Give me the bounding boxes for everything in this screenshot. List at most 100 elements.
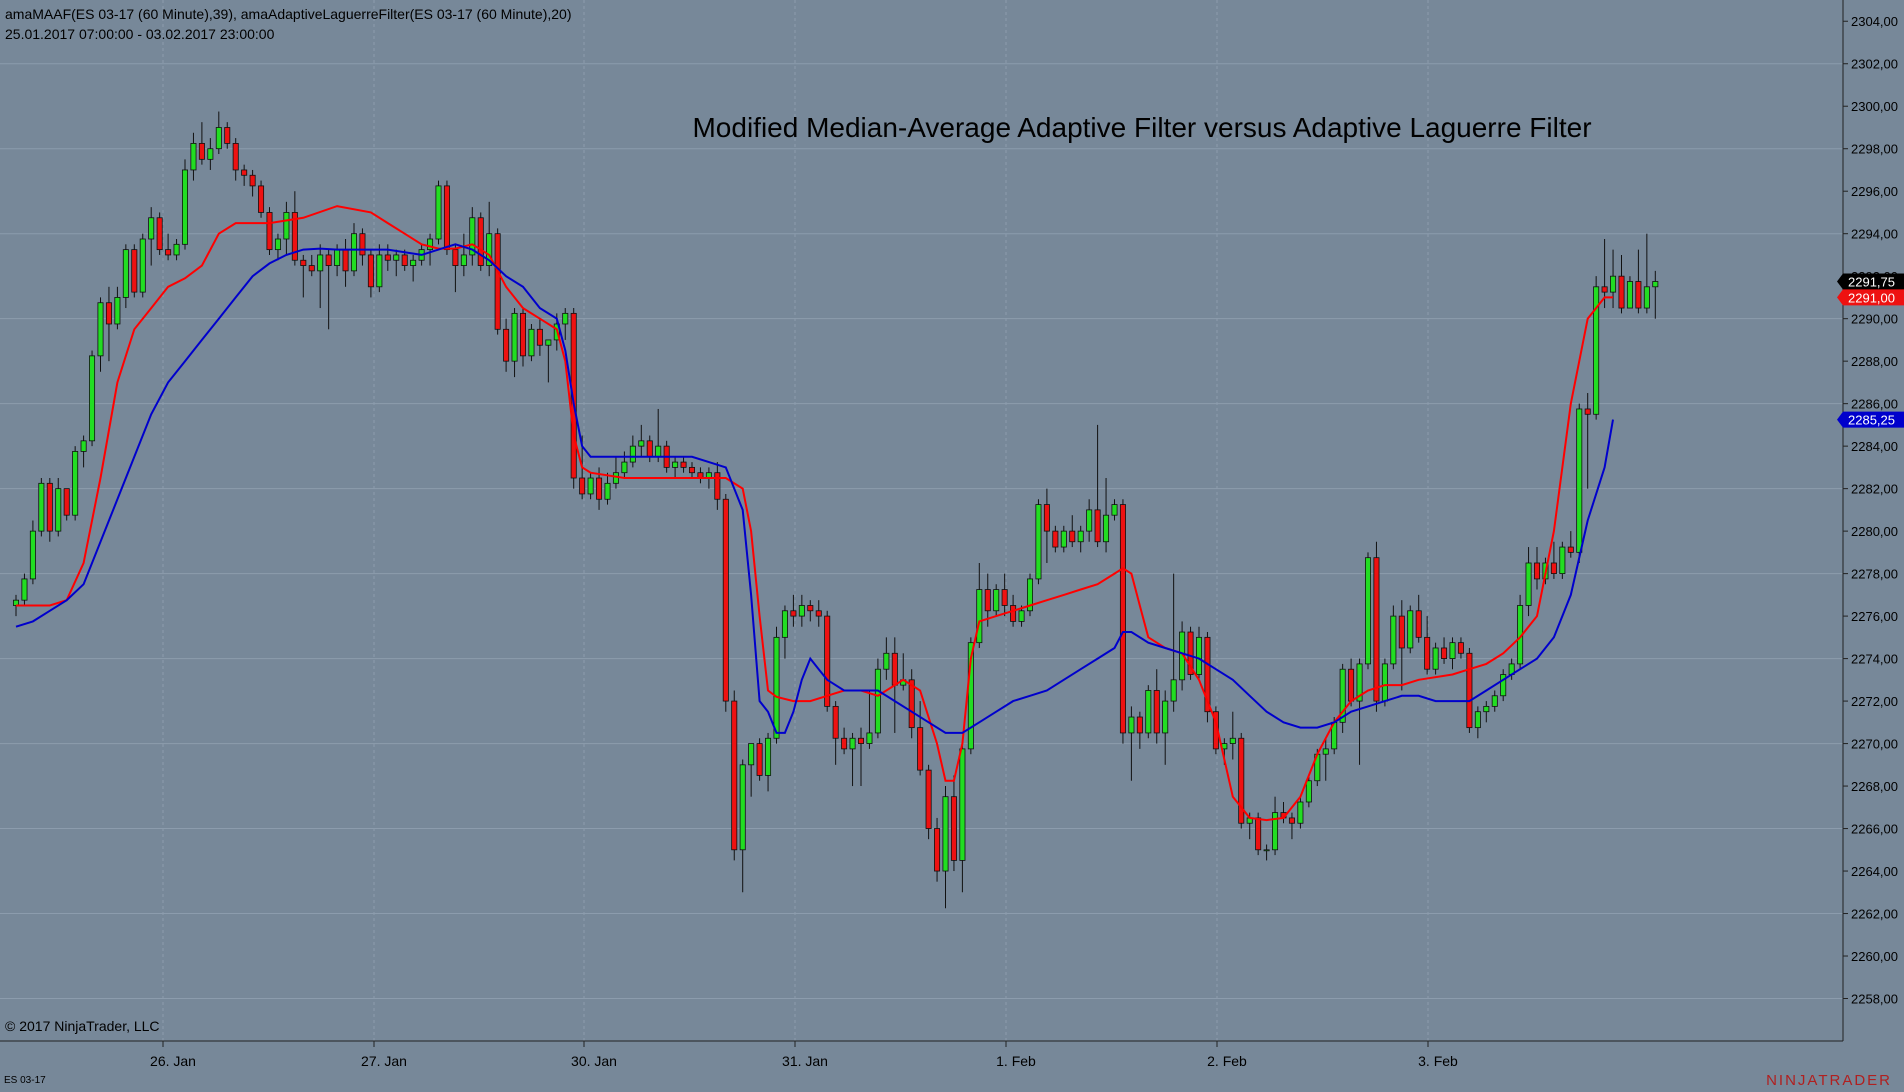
brand-text: NINJATRADER [1766,1072,1892,1089]
candle [748,743,755,797]
candle [122,244,129,309]
candle [689,462,696,479]
candle [1305,775,1312,808]
candle [883,637,890,680]
candle-body-down [156,217,163,251]
candle-body-up [866,732,873,744]
indicator-header: amaMAAF(ES 03-17 (60 Minute),39), amaAda… [5,6,572,22]
candle [756,738,763,781]
candle-body-down [1550,562,1557,575]
candle-body-up [1018,610,1025,622]
candle [165,233,172,261]
candle [1238,732,1245,829]
price-badge: 2285,25 [1837,411,1904,428]
y-tick-label: 2276,00 [1851,609,1898,624]
candle [697,467,704,484]
candle [1339,663,1346,733]
candle [1517,594,1524,670]
candle [384,244,391,271]
candle-body-up [655,445,662,458]
candle-body-up [1525,562,1532,606]
candle [38,478,45,537]
candle [934,817,941,882]
candle-body-down [1373,557,1380,702]
candle-body-down [1348,668,1355,702]
candle [1263,844,1270,861]
candle-body-up [959,748,966,861]
candle [545,339,552,383]
candle-body-up [942,796,949,872]
candle [925,764,932,840]
candle-body-down [689,466,696,474]
candle-body-down [1255,817,1262,851]
price-badge-label: 2291,75 [1848,274,1895,289]
candle-body-up [190,143,197,171]
x-tick-label: 30. Jan [571,1053,617,1069]
candle-body-up [1103,514,1110,543]
y-tick-label: 2274,00 [1851,652,1898,667]
candle [486,201,493,277]
candle [1187,626,1194,680]
candle-body-down [1043,504,1050,532]
y-tick-label: 2302,00 [1851,57,1898,72]
candle-body-up [993,589,1000,612]
candle-body-down [1567,546,1574,553]
y-tick-label: 2300,00 [1851,99,1898,114]
candle [114,286,121,330]
candle-body-down [934,828,941,872]
axes: 26. Jan 27. Jan 30. Jan 31. Jan 1. Feb 2. Feb… [0,0,1898,1069]
candle [562,308,569,340]
candle-body-down [1441,647,1448,659]
candle-body-down [1001,589,1008,606]
candle-body-up [672,461,679,468]
candle [1136,711,1143,749]
candle [1103,478,1110,553]
candle [105,286,112,362]
candle [1618,254,1625,314]
candle [503,318,510,372]
candle-body-up [1170,679,1177,702]
candle [1525,547,1532,617]
candle-body-down [520,312,527,357]
candle-body-up [72,451,79,516]
candle [1415,594,1422,643]
candle-body-down [925,769,932,829]
candle [1381,658,1388,707]
candle-body-up [1593,286,1600,415]
instrument-label: ES 03-17 [4,1075,46,1086]
candle [612,456,619,489]
y-tick-label: 2280,00 [1851,524,1898,539]
candle-body-up [1365,557,1372,665]
candle-body-down [950,796,957,861]
candle [604,472,611,505]
price-badge-box [1837,273,1904,290]
candle [1584,393,1591,489]
candle-body-up [1381,663,1388,702]
x-tick-label: 1. Feb [996,1053,1036,1069]
candle-body-up [1111,504,1118,516]
y-tick-label: 2288,00 [1851,354,1898,369]
candle-body-up [393,254,400,261]
candle [629,435,636,468]
candle [781,605,788,659]
y-tick-label: 2270,00 [1851,737,1898,752]
y-tick-label: 2272,00 [1851,694,1898,709]
y-tick-label: 2296,00 [1851,184,1898,199]
candle [1466,647,1473,733]
candle-body-up [1652,281,1659,288]
candle-body-down [198,143,205,160]
candle-body-down [731,700,738,851]
candle-body-down [249,174,256,187]
candle [283,201,290,255]
candle-body-up [562,312,569,325]
y-tick-label: 2282,00 [1851,482,1898,497]
grid [0,0,1843,1041]
y-tick-label: 2262,00 [1851,907,1898,922]
candle [1145,685,1152,739]
candle [1457,637,1464,659]
y-tick-label: 2268,00 [1851,779,1898,794]
candle-body-down [443,185,450,251]
candle [410,254,417,282]
